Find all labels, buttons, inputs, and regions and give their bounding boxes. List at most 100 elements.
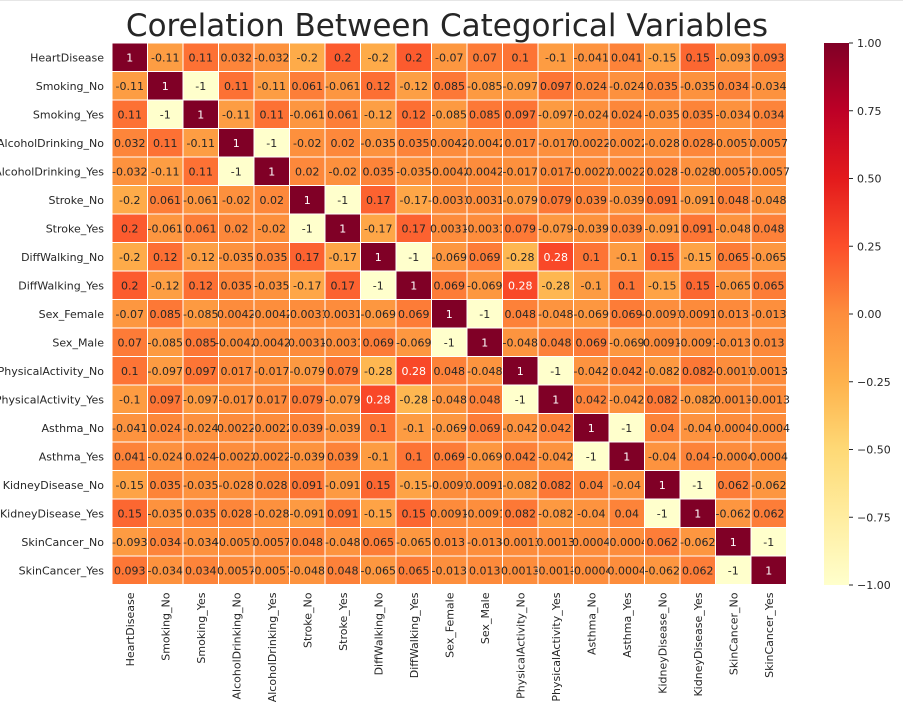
cell-value-label: -0.013 — [716, 336, 751, 349]
cell-value-label: -0.0031 — [286, 308, 328, 321]
cell-value-label: -0.085 — [148, 336, 183, 349]
heatmap-cell — [253, 242, 290, 272]
cell-value-label: -0.0031 — [464, 222, 506, 235]
colorbar-tick-label: 0.00 — [857, 308, 882, 321]
heatmap-cell — [537, 470, 574, 500]
cell-value-label: 0.15 — [366, 479, 391, 492]
cell-value-label: -0.065 — [716, 279, 751, 292]
colorbar — [824, 43, 849, 585]
cell-value-label: 0.12 — [366, 80, 391, 93]
row-label: Stroke_No — [48, 194, 104, 207]
cell-value-label: 0.093 — [114, 564, 146, 577]
column-label: KidneyDisease_Yes — [692, 592, 705, 696]
heatmap-cell — [466, 99, 503, 129]
cell-value-label: -1 — [550, 365, 561, 378]
cell-value-label: 0.1 — [370, 422, 388, 435]
heatmap-cell — [608, 128, 645, 158]
cell-value-label: -1 — [337, 194, 348, 207]
heatmap-cell — [289, 128, 326, 158]
heatmap-cell — [679, 470, 716, 500]
cell-value-label: 0.028 — [647, 165, 679, 178]
cell-value-label: 1 — [410, 279, 417, 292]
heatmap-cell — [218, 213, 255, 243]
heatmap-cell — [147, 527, 184, 557]
heatmap-cell — [502, 527, 539, 557]
cell-value-label: 0.085 — [469, 108, 501, 121]
cell-value-label: 0.0022 — [608, 165, 647, 178]
cell-value-label: -0.035 — [183, 479, 218, 492]
cell-value-label: 0.0057 — [714, 165, 753, 178]
column-label: Asthma_No — [585, 592, 598, 655]
cell-value-label: 0.28 — [544, 251, 569, 264]
cell-value-label: 0.0042 — [466, 165, 505, 178]
cell-value-label: -1 — [408, 251, 419, 264]
cell-value-label: 0.1 — [405, 450, 423, 463]
cell-value-label: 0.069 — [434, 279, 466, 292]
heatmap-cell — [466, 527, 503, 557]
cell-value-label: 0.0042 — [253, 336, 292, 349]
heatmap-cell — [715, 213, 752, 243]
colorbar-tick-label: −0.50 — [857, 444, 891, 457]
cell-value-label: 0.065 — [753, 279, 785, 292]
cell-value-label: 0.062 — [718, 479, 750, 492]
cell-value-label: 0.034 — [185, 564, 217, 577]
cell-value-label: 0.079 — [327, 365, 359, 378]
heatmap-cell — [360, 413, 397, 443]
row-label: HeartDisease — [30, 51, 104, 64]
cell-value-label: 0.0091 — [643, 336, 682, 349]
cell-value-label: 0.039 — [292, 422, 324, 435]
cell-value-label: -0.039 — [325, 422, 360, 435]
cell-value-label: -0.062 — [751, 479, 786, 492]
column-labels: HeartDisease Smoking_No Smoking_Yes Alcohol… — [124, 592, 776, 702]
colorbar-tick-label: 1.00 — [857, 37, 882, 50]
cell-value-label: -0.0042 — [215, 336, 257, 349]
cell-value-label: 0.042 — [540, 422, 572, 435]
heatmap-cell — [147, 242, 184, 272]
row-label: PhysicalActivity_Yes — [0, 393, 104, 406]
heatmap-cell — [679, 99, 716, 129]
cell-value-label: 0.0091 — [466, 479, 505, 492]
cell-value-label: -0.0022 — [251, 422, 293, 435]
cell-value-label: -0.042 — [538, 450, 573, 463]
cell-value-label: 0.11 — [224, 80, 249, 93]
cell-value-label: -0.035 — [361, 137, 396, 150]
heatmap-cell — [715, 498, 752, 528]
top-border-line — [0, 0, 903, 1]
cell-value-label: 0.082 — [505, 507, 537, 520]
heatmap-cell — [750, 555, 787, 585]
cell-value-label: -0.017 — [219, 393, 254, 406]
heatmap-cell — [573, 384, 610, 414]
heatmap-cell — [573, 270, 610, 300]
heatmap-cell — [608, 71, 645, 101]
cell-value-label: 1 — [517, 365, 524, 378]
cell-value-label: -0.1 — [368, 450, 389, 463]
cell-value-label: -0.042 — [503, 422, 538, 435]
cell-value-label: -0.11 — [187, 137, 215, 150]
heatmap-cell — [466, 441, 503, 471]
row-label: Smoking_Yes — [33, 108, 104, 121]
cell-value-label: 0.15 — [118, 507, 143, 520]
cell-value-label: -0.093 — [716, 51, 751, 64]
cell-value-label: -0.04 — [684, 422, 712, 435]
cell-value-label: 0.079 — [540, 194, 572, 207]
cell-value-label: 0.11 — [189, 165, 214, 178]
cell-value-label: 0.11 — [153, 137, 178, 150]
column-label: Sex_Male — [479, 592, 492, 644]
heatmap-cell — [324, 555, 361, 585]
row-label: SkinCancer_Yes — [19, 564, 105, 577]
cell-value-label: 0.04 — [650, 422, 675, 435]
colorbar-ticks: 1.00 0.75 0.50 0.25 0.00 −0.25 −0.50 −0.75 −1.00 — [849, 37, 891, 592]
cell-value-label: -0.02 — [222, 194, 250, 207]
heatmap-cell — [395, 213, 432, 243]
heatmap-cell — [466, 270, 503, 300]
row-label: Sex_Female — [39, 308, 105, 321]
cell-value-label: -0.15 — [684, 251, 712, 264]
cell-value-label: 0.061 — [185, 222, 217, 235]
heatmap-cell — [147, 413, 184, 443]
cell-value-label: 0.0057 — [253, 536, 292, 549]
cell-value-label: 1 — [730, 536, 737, 549]
cell-value-label: -0.0013 — [499, 536, 541, 549]
cell-value-label: -0.039 — [574, 222, 609, 235]
cell-value-label: 0.042 — [576, 393, 608, 406]
heatmap-cell — [573, 441, 610, 471]
